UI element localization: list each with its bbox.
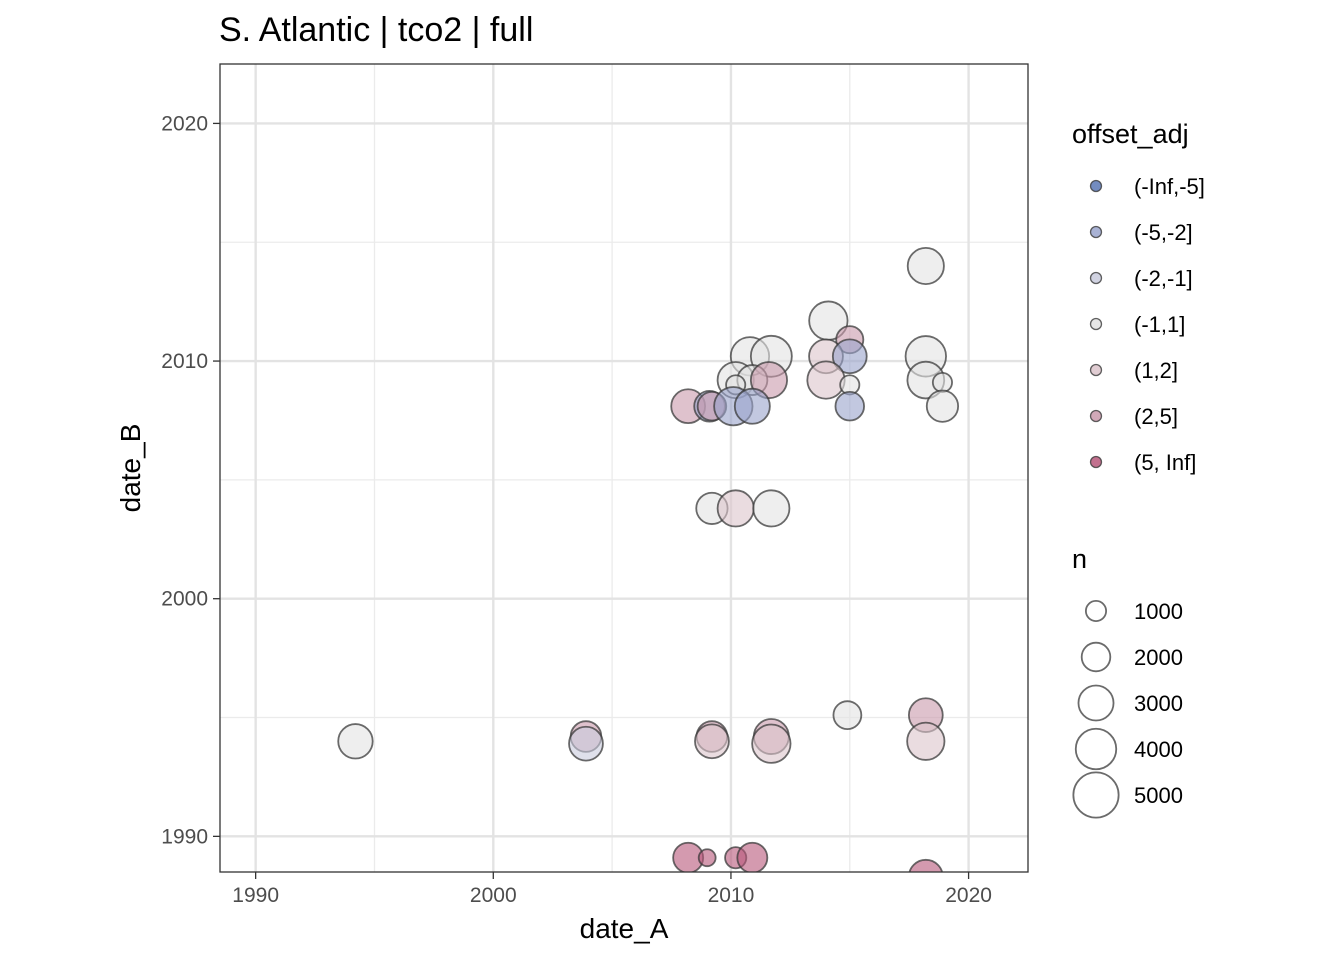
y-tick-label: 1990 (161, 825, 208, 848)
grid-lines (220, 64, 1028, 872)
legend-size-label: 4000 (1134, 737, 1183, 762)
data-point (834, 391, 865, 422)
y-tick-label: 2000 (161, 588, 208, 611)
x-tick-label: 2000 (470, 884, 517, 907)
data-point (906, 721, 946, 761)
y-tick-label: 2010 (161, 350, 208, 373)
color-legend: offset_adj (-Inf,-5] (-5,-2] (-2,-1] (-1,1]… (1072, 119, 1205, 475)
y-tick-label: 2020 (161, 112, 208, 135)
data-point (806, 360, 846, 400)
legend-color-key (1089, 363, 1103, 377)
y-axis-ticks: 1990 2000 2010 2020 (161, 112, 220, 848)
x-axis-ticks: 1990 2000 2010 2020 (232, 872, 992, 907)
legend-color-key (1089, 271, 1103, 285)
data-point (337, 723, 374, 760)
data-point (751, 723, 792, 764)
legend-color-key (1089, 179, 1103, 193)
legend-color-label: (5, Inf] (1134, 450, 1196, 475)
x-tick-label: 2020 (945, 884, 992, 907)
data-point (694, 723, 730, 760)
legend-size-key (1080, 641, 1112, 673)
data-points (337, 246, 960, 872)
legend-size-label: 5000 (1134, 783, 1183, 808)
data-point (568, 725, 604, 762)
legend-color-key (1089, 317, 1103, 331)
legend-color-label: (-5,-2] (1134, 220, 1193, 245)
legend-color-label: (-2,-1] (1134, 266, 1193, 291)
legend-size-key (1072, 771, 1120, 819)
x-axis-title: date_A (580, 913, 669, 944)
legend-color-key (1089, 455, 1103, 469)
color-legend-title: offset_adj (1072, 119, 1189, 149)
size-legend: n 1000 2000 3000 4000 5000 (1072, 544, 1183, 819)
legend-size-label: 2000 (1134, 645, 1183, 670)
data-point (752, 489, 791, 528)
data-point (832, 700, 863, 731)
data-point (749, 361, 788, 400)
data-point (931, 371, 953, 393)
y-axis-title: date_B (115, 424, 146, 513)
legend-size-label: 3000 (1134, 691, 1183, 716)
data-point (733, 387, 771, 425)
legend-size-key (1084, 599, 1108, 623)
legend-size-key (1077, 684, 1115, 722)
x-tick-label: 2010 (708, 884, 755, 907)
legend-color-key (1089, 225, 1103, 239)
data-point (908, 858, 943, 872)
data-point (736, 841, 769, 872)
legend-size-label: 1000 (1134, 599, 1183, 624)
data-point (697, 848, 717, 868)
data-point (831, 338, 868, 375)
legend-color-label: (1,2] (1134, 358, 1178, 383)
legend-color-key (1089, 409, 1103, 423)
size-legend-title: n (1072, 544, 1087, 574)
legend-color-label: (-Inf,-5] (1134, 174, 1205, 199)
legend-color-label: (-1,1] (1134, 312, 1185, 337)
data-point (716, 489, 755, 528)
data-point (906, 246, 945, 286)
x-tick-label: 1990 (232, 884, 279, 907)
chart-title: S. Atlantic | tco2 | full (219, 11, 533, 49)
plot-panel-border (219, 63, 1029, 873)
legend-size-key (1074, 727, 1118, 771)
data-point (925, 389, 960, 423)
legend-color-label: (2,5] (1134, 404, 1178, 429)
